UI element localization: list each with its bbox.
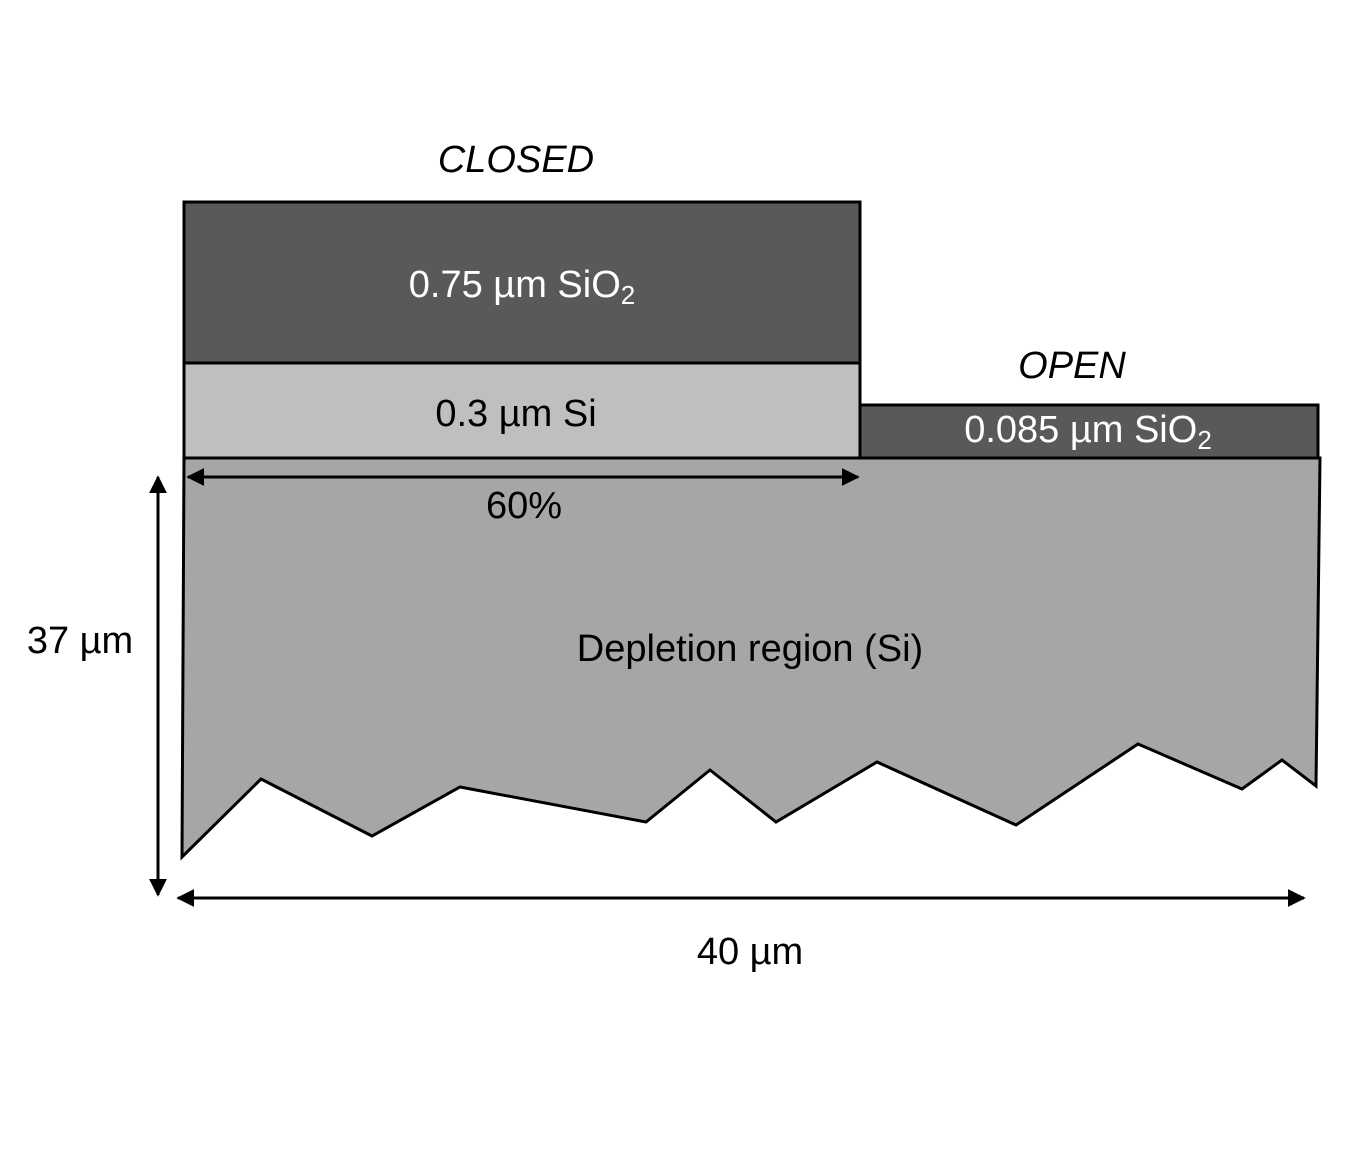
closed-oxide-label: 0.75 µm SiO2 [409,264,635,310]
width-label: 40 µm [697,931,803,973]
depth-label: 37 µm [27,620,133,662]
depletion-region [180,456,1322,861]
label-main: 0.75 µm SiO [409,264,621,306]
label-sub: 2 [1197,425,1211,455]
open-oxide [858,403,1320,460]
depletion-label: Depletion region (Si) [577,628,923,670]
closed-si-label: 0.3 µm Si [435,393,596,435]
closed-header: CLOSED [438,139,594,181]
label-sub: 2 [621,280,635,310]
closed-oxide [182,200,862,365]
label-main: 0.085 µm SiO [964,409,1197,451]
open-header: OPEN [1018,345,1126,387]
closed-si [182,361,862,460]
open-oxide-label: 0.085 µm SiO2 [964,409,1212,455]
closed-width-label: 60% [486,485,562,527]
